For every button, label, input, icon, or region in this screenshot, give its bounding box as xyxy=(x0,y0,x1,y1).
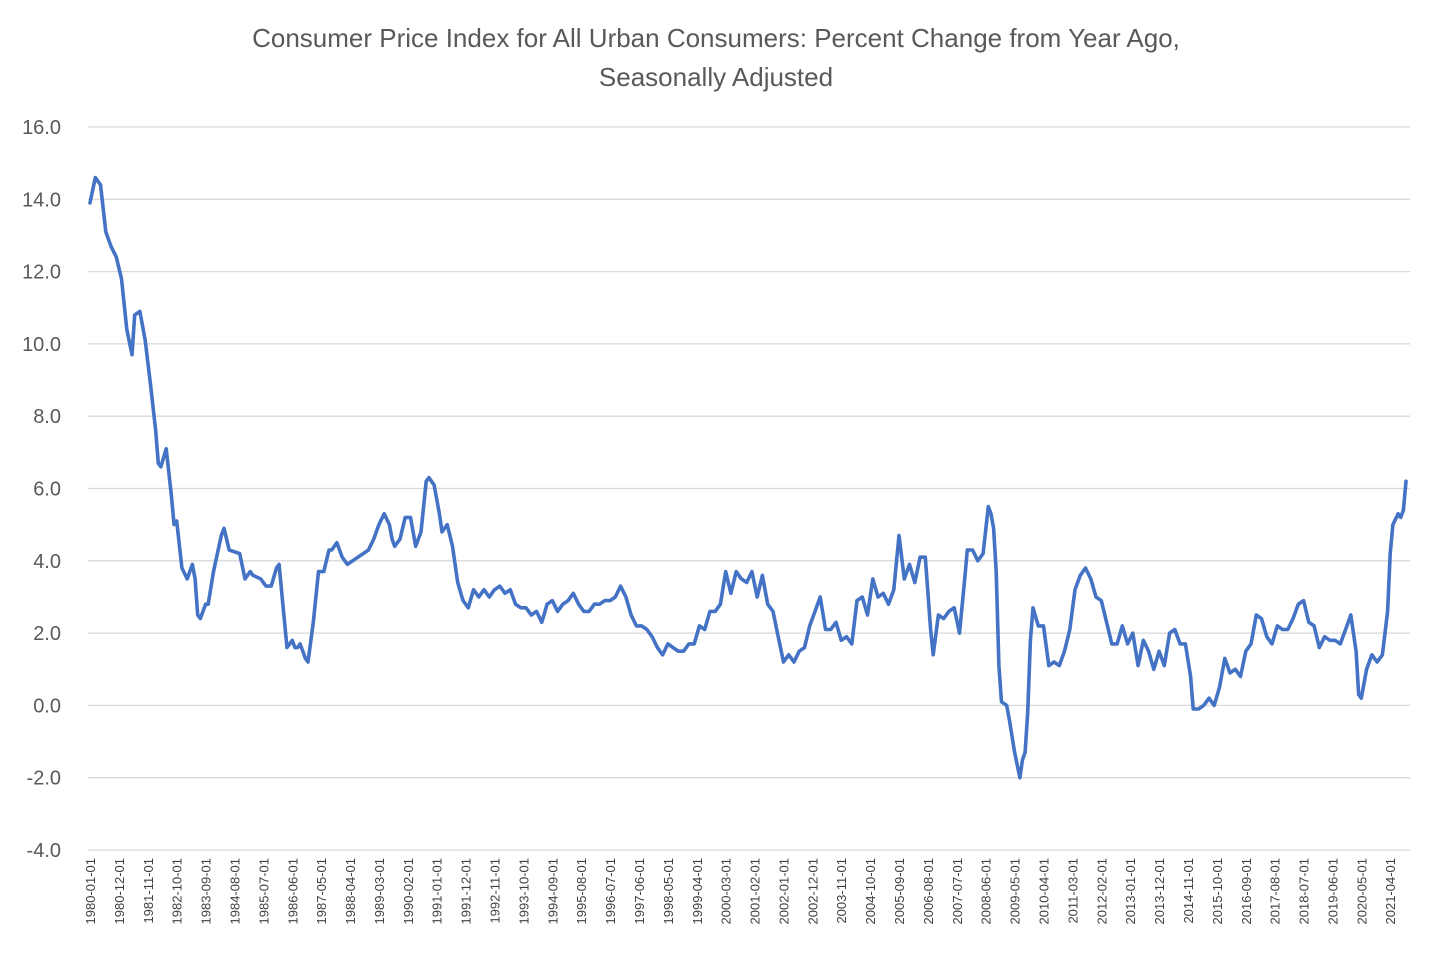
x-tick-label: 2020-05-01 xyxy=(1354,858,1369,925)
x-tick-label: 1986-06-01 xyxy=(285,858,300,925)
x-tick-label: 2017-08-01 xyxy=(1268,858,1283,925)
x-tick-label: 2007-07-01 xyxy=(950,858,965,925)
x-tick-label: 1993-10-01 xyxy=(516,858,531,925)
x-tick-label: 1997-06-01 xyxy=(632,858,647,925)
x-tick-label: 1987-05-01 xyxy=(314,858,329,925)
x-axis-tick-labels: 1980-01-01 1980-12-01 1981-11-01 1982-10-01… xyxy=(83,858,1398,925)
x-tick-label: 2018-07-01 xyxy=(1297,858,1312,925)
x-tick-label: 2011-03-01 xyxy=(1065,858,1080,924)
y-tick-label: 16.0 xyxy=(22,117,61,139)
x-tick-label: 1981-11-01 xyxy=(141,858,156,924)
y-tick-label: 6.0 xyxy=(33,479,61,501)
x-tick-label: 1996-07-01 xyxy=(603,858,618,925)
x-tick-label: 1990-02-01 xyxy=(401,858,416,925)
x-tick-label: 2015-10-01 xyxy=(1210,858,1225,925)
x-tick-label: 1980-12-01 xyxy=(112,858,127,925)
x-tick-label: 2002-12-01 xyxy=(805,858,820,925)
x-tick-label: 2000-03-01 xyxy=(719,858,734,925)
series-line xyxy=(88,175,1408,780)
x-tick-label: 1984-08-01 xyxy=(227,858,242,925)
x-tick-label: 2003-11-01 xyxy=(834,858,849,924)
series-layer xyxy=(88,175,1408,780)
x-tick-label: 1991-01-01 xyxy=(430,858,445,925)
x-tick-label: 2001-02-01 xyxy=(748,858,763,925)
y-tick-label: -2.0 xyxy=(27,768,61,790)
y-tick-label: 10.0 xyxy=(22,334,61,356)
x-tick-label: 1991-12-01 xyxy=(459,858,474,925)
x-tick-label: 1995-08-01 xyxy=(574,858,589,925)
x-tick-label: 2006-08-01 xyxy=(921,858,936,925)
y-tick-label: 0.0 xyxy=(33,695,61,717)
y-tick-label: 12.0 xyxy=(22,262,61,284)
chart-subtitle: Seasonally Adjusted xyxy=(599,62,833,92)
x-tick-label: 1998-05-01 xyxy=(661,858,676,925)
x-tick-label: 2010-04-01 xyxy=(1037,858,1052,925)
x-tick-label: 1980-01-01 xyxy=(83,858,98,925)
x-tick-label: 1994-09-01 xyxy=(545,858,560,925)
y-tick-label: 4.0 xyxy=(33,551,61,573)
x-tick-label: 1999-04-01 xyxy=(690,858,705,925)
x-tick-label: 1985-07-01 xyxy=(256,858,271,925)
gridlines xyxy=(88,126,1410,851)
x-tick-label: 2021-04-01 xyxy=(1383,858,1398,925)
y-axis-tick-labels: -4.0 -2.0 0.0 2.0 4.0 6.0 8.0 10.0 12.0 14.0 16.0 xyxy=(22,117,61,862)
x-tick-label: 2013-01-01 xyxy=(1123,858,1138,925)
x-tick-label: 1983-09-01 xyxy=(199,858,214,925)
x-tick-label: 1982-10-01 xyxy=(170,858,185,925)
y-tick-label: 14.0 xyxy=(22,189,61,211)
y-tick-label: -4.0 xyxy=(27,840,61,862)
x-tick-label: 1992-11-01 xyxy=(488,858,503,924)
x-tick-label: 2016-09-01 xyxy=(1239,858,1254,925)
x-tick-label: 2005-09-01 xyxy=(892,858,907,925)
x-tick-label: 2013-12-01 xyxy=(1152,858,1167,925)
x-tick-label: 2008-06-01 xyxy=(979,858,994,925)
y-tick-label: 2.0 xyxy=(33,623,61,645)
x-tick-label: 2019-06-01 xyxy=(1325,858,1340,925)
x-tick-label: 2012-02-01 xyxy=(1094,858,1109,925)
x-tick-label: 2004-10-01 xyxy=(863,858,878,925)
x-tick-label: 2009-05-01 xyxy=(1008,858,1023,925)
x-tick-label: 1988-04-01 xyxy=(343,858,358,925)
x-tick-label: 2014-11-01 xyxy=(1181,858,1196,924)
x-tick-label: 2002-01-01 xyxy=(776,858,791,925)
x-tick-label: 1989-03-01 xyxy=(372,858,387,925)
chart-title: Consumer Price Index for All Urban Consu… xyxy=(252,23,1180,53)
y-tick-label: 8.0 xyxy=(33,406,61,428)
